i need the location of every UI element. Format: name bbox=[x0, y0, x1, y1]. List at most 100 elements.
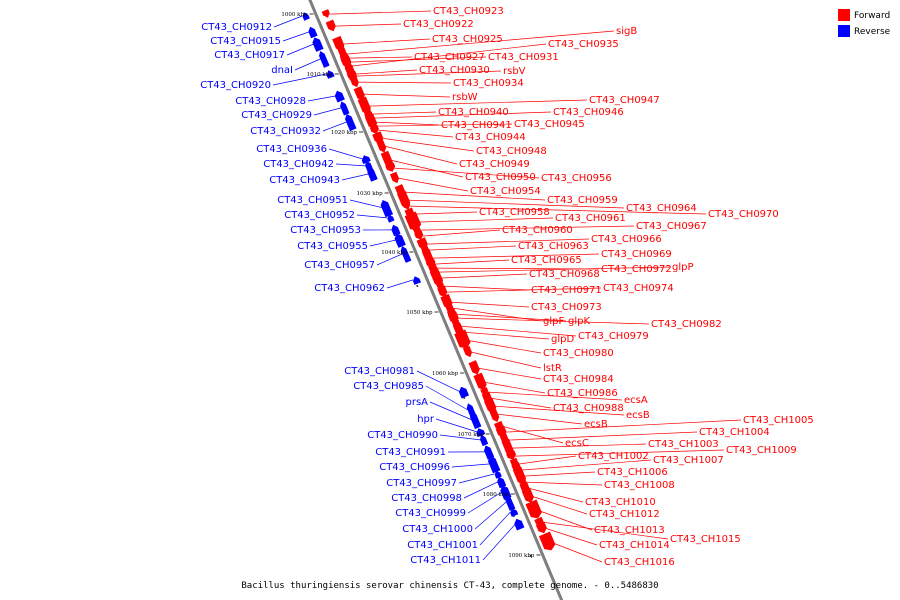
forward-gene-label: CT43_CH0960 bbox=[502, 225, 573, 236]
forward-leader-line bbox=[351, 43, 547, 67]
forward-leader-line bbox=[520, 459, 652, 471]
forward-leader-line bbox=[460, 325, 577, 337]
forward-leader-line bbox=[394, 167, 540, 179]
forward-gene-arrow bbox=[521, 487, 534, 503]
forward-gene-label: CT43_CH1013 bbox=[594, 525, 665, 536]
forward-gene-label: CT43_CH0925 bbox=[432, 34, 503, 45]
forward-gene-label: CT43_CH0986 bbox=[547, 388, 618, 399]
tick-label: 1040 kbp bbox=[381, 250, 408, 256]
forward-gene-arrow bbox=[501, 438, 514, 456]
forward-leader-line bbox=[434, 259, 510, 265]
forward-gene-arrow bbox=[321, 9, 330, 18]
forward-leader-line bbox=[398, 177, 469, 192]
forward-leader-line bbox=[487, 391, 623, 401]
tick-label: 1080 kbp bbox=[483, 492, 510, 498]
reverse-leader-line bbox=[386, 279, 414, 289]
forward-gene-label: CT43_CH0964 bbox=[626, 203, 697, 214]
reverse-gene-label: CT43_CH0942 bbox=[263, 159, 334, 170]
forward-leader-line bbox=[437, 266, 671, 273]
forward-leader-line bbox=[450, 301, 530, 308]
tick-label: 1030 kbp bbox=[356, 191, 383, 197]
forward-gene-label: lstR bbox=[543, 363, 562, 374]
forward-leader-line bbox=[531, 495, 588, 515]
reverse-gene-label: prsA bbox=[405, 397, 428, 408]
reverse-leader-line bbox=[439, 434, 481, 441]
reverse-gene-label: CT43_CH0915 bbox=[210, 36, 281, 47]
reverse-leader-line bbox=[272, 73, 327, 86]
forward-gene-label: CT43_CH0961 bbox=[555, 213, 626, 224]
tick-label: 1050 kbp bbox=[406, 310, 433, 316]
forward-gene-label: CT43_CH0927 bbox=[414, 52, 485, 63]
reverse-leader-line bbox=[356, 214, 388, 219]
reverse-gene-arrow bbox=[387, 214, 395, 223]
forward-leader-line bbox=[349, 56, 487, 63]
reverse-gene-arrow bbox=[458, 386, 469, 399]
reverse-gene-label: CT43_CH0962 bbox=[314, 283, 385, 294]
forward-gene-label: CT43_CH0944 bbox=[455, 132, 526, 143]
forward-leader-line bbox=[440, 273, 528, 279]
legend-reverse-swatch bbox=[838, 25, 850, 37]
forward-gene-label: CT43_CH0923 bbox=[433, 6, 504, 17]
forward-gene-label: CT43_CH0956 bbox=[541, 173, 612, 184]
forward-gene-label: CT43_CH1015 bbox=[670, 534, 741, 545]
forward-gene-label: CT43_CH1012 bbox=[589, 509, 660, 520]
reverse-gene-label: CT43_CH0932 bbox=[250, 126, 321, 137]
forward-gene-arrow bbox=[349, 75, 359, 88]
reverse-leader-line bbox=[425, 385, 468, 411]
reverse-gene-arrow bbox=[345, 114, 357, 132]
reverse-leader-line bbox=[328, 148, 363, 160]
forward-leader-line bbox=[456, 317, 650, 325]
reverse-leader-line bbox=[463, 481, 499, 499]
forward-gene-label: CT43_CH0965 bbox=[511, 255, 582, 266]
forward-gene-label: CT43_CH1016 bbox=[604, 557, 675, 568]
forward-leader-line bbox=[425, 238, 590, 245]
forward-gene-label: glpK bbox=[568, 316, 590, 327]
forward-gene-arrow bbox=[380, 150, 394, 168]
forward-gene-arrow bbox=[487, 404, 500, 422]
reverse-leader-line bbox=[335, 163, 366, 167]
forward-gene-label: CT43_CH0967 bbox=[636, 221, 707, 232]
forward-gene-label: ecsA bbox=[624, 395, 648, 406]
forward-leader-line bbox=[404, 191, 546, 201]
reverse-gene-label: CT43_CH0998 bbox=[391, 493, 462, 504]
forward-gene-label: rsbV bbox=[503, 66, 526, 77]
reverse-gene-arrow bbox=[480, 434, 489, 447]
forward-gene-arrow bbox=[473, 372, 487, 390]
reverse-gene-label: CT43_CH0999 bbox=[395, 508, 466, 519]
forward-gene-label: CT43_CH0984 bbox=[543, 374, 614, 385]
reverse-gene-label: CT43_CH1000 bbox=[402, 524, 473, 535]
reverse-gene-label: CT43_CH0912 bbox=[201, 22, 272, 33]
forward-leader-line bbox=[544, 527, 598, 546]
legend: Forward Reverse bbox=[838, 9, 891, 37]
reverse-gene-label: CT43_CH0957 bbox=[304, 260, 375, 271]
forward-leader-line bbox=[443, 285, 530, 291]
forward-leader-line bbox=[384, 145, 458, 165]
forward-gene-label: CT43_CH0980 bbox=[543, 348, 614, 359]
forward-gene-arrow bbox=[538, 531, 556, 551]
forward-gene-label: CT43_CH0946 bbox=[553, 107, 624, 118]
forward-gene-label: CT43_CH0947 bbox=[589, 95, 660, 106]
forward-gene-label: glpF bbox=[543, 316, 564, 327]
forward-gene-label: CT43_CH0966 bbox=[591, 234, 662, 245]
reverse-gene-arrow bbox=[413, 276, 421, 285]
forward-leader-line bbox=[413, 211, 478, 215]
tick-label: 1070 kbp bbox=[458, 432, 485, 438]
forward-leader-line bbox=[490, 397, 552, 409]
forward-gene-label: CT43_CH0954 bbox=[470, 186, 541, 197]
forward-gene-label: CT43_CH0971 bbox=[531, 285, 602, 296]
forward-gene-arrow bbox=[325, 19, 336, 32]
reverse-gene-arrow bbox=[514, 518, 525, 531]
forward-gene-label: glpP bbox=[672, 262, 694, 273]
forward-leader-line bbox=[446, 287, 602, 293]
forward-leader-line bbox=[455, 313, 567, 322]
forward-leader-line bbox=[466, 339, 542, 354]
tick-label: 1060 kbp bbox=[432, 371, 459, 377]
reverse-gene-arrow bbox=[367, 167, 378, 182]
forward-gene-arrow bbox=[353, 86, 365, 101]
reverse-leader-line bbox=[369, 239, 397, 247]
forward-gene-label: ecsC bbox=[565, 438, 589, 449]
forward-leader-line bbox=[502, 425, 564, 444]
reverse-gene-arrow bbox=[504, 494, 516, 511]
forward-leader-line bbox=[523, 471, 596, 477]
forward-gene-label: CT43_CH0922 bbox=[403, 19, 474, 30]
